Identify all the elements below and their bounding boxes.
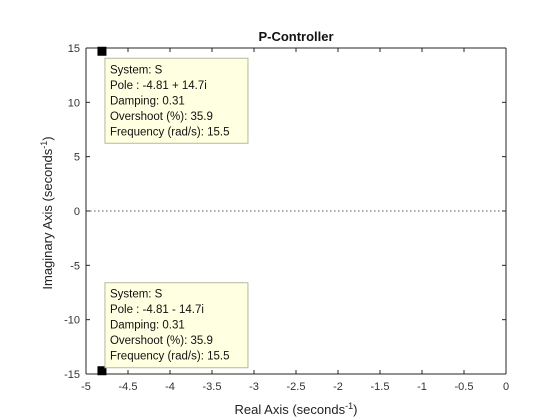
x-tick-label: -4 [165, 381, 175, 393]
datatip-line: Frequency (rad/s): 15.5 [110, 351, 230, 363]
x-tick-label: -3 [249, 381, 259, 393]
y-tick-label: 5 [74, 152, 80, 164]
tick-layer: -5 -4.5 -4 -3.5 -3 -2.5 -2 -1.5 -1 -0.5 0 -15 -10 -5 0… [64, 43, 509, 393]
x-tick-label: 0 [503, 381, 509, 393]
y-tick-label: -15 [64, 369, 80, 381]
x-tick-label: -5 [81, 381, 91, 393]
pole-marker [97, 366, 107, 376]
x-tick-label: -0.5 [455, 381, 474, 393]
x-tick-label: -4.5 [119, 381, 138, 393]
x-tick-label: -2 [333, 381, 343, 393]
datatip-line: Overshoot (%): 35.9 [110, 111, 213, 123]
y-axis-label: Imaginary Axis (seconds-1) [39, 136, 55, 289]
annotation-layer: System: S Pole : -4.81 + 14.7i Damping: 0.… [104, 57, 249, 369]
pole-marker [97, 46, 107, 56]
datatip-line: Frequency (rad/s): 15.5 [110, 126, 230, 138]
x-tick-label: -2.5 [287, 381, 306, 393]
x-tick-label: -1.5 [371, 381, 390, 393]
data-layer [97, 46, 107, 376]
datatip-line: Damping: 0.31 [110, 320, 185, 332]
x-tick-label: -1 [417, 381, 427, 393]
datatip: System: S Pole : -4.81 - 14.7i Damping: 0.… [104, 282, 249, 369]
datatip-line: Pole : -4.81 - 14.7i [110, 304, 204, 316]
y-tick-label: -10 [64, 315, 80, 327]
y-tick-label: 15 [68, 43, 80, 55]
chart-title: P-Controller [258, 29, 333, 44]
x-axis-label: Real Axis (seconds-1) [235, 401, 358, 417]
y-tick-label: -5 [70, 260, 80, 272]
datatip-line: System: S [110, 64, 163, 76]
datatip-line: Damping: 0.31 [110, 95, 185, 107]
datatip-box [104, 282, 249, 369]
y-tick-label: 0 [74, 206, 80, 218]
datatip-line: Overshoot (%): 35.9 [110, 335, 213, 347]
datatip: System: S Pole : -4.81 + 14.7i Damping: 0.… [104, 57, 249, 144]
datatip-line: System: S [110, 289, 163, 301]
x-tick-label: -3.5 [203, 381, 222, 393]
datatip-box [104, 57, 249, 144]
y-tick-label: 10 [68, 97, 80, 109]
datatip-line: Pole : -4.81 + 14.7i [110, 80, 207, 92]
